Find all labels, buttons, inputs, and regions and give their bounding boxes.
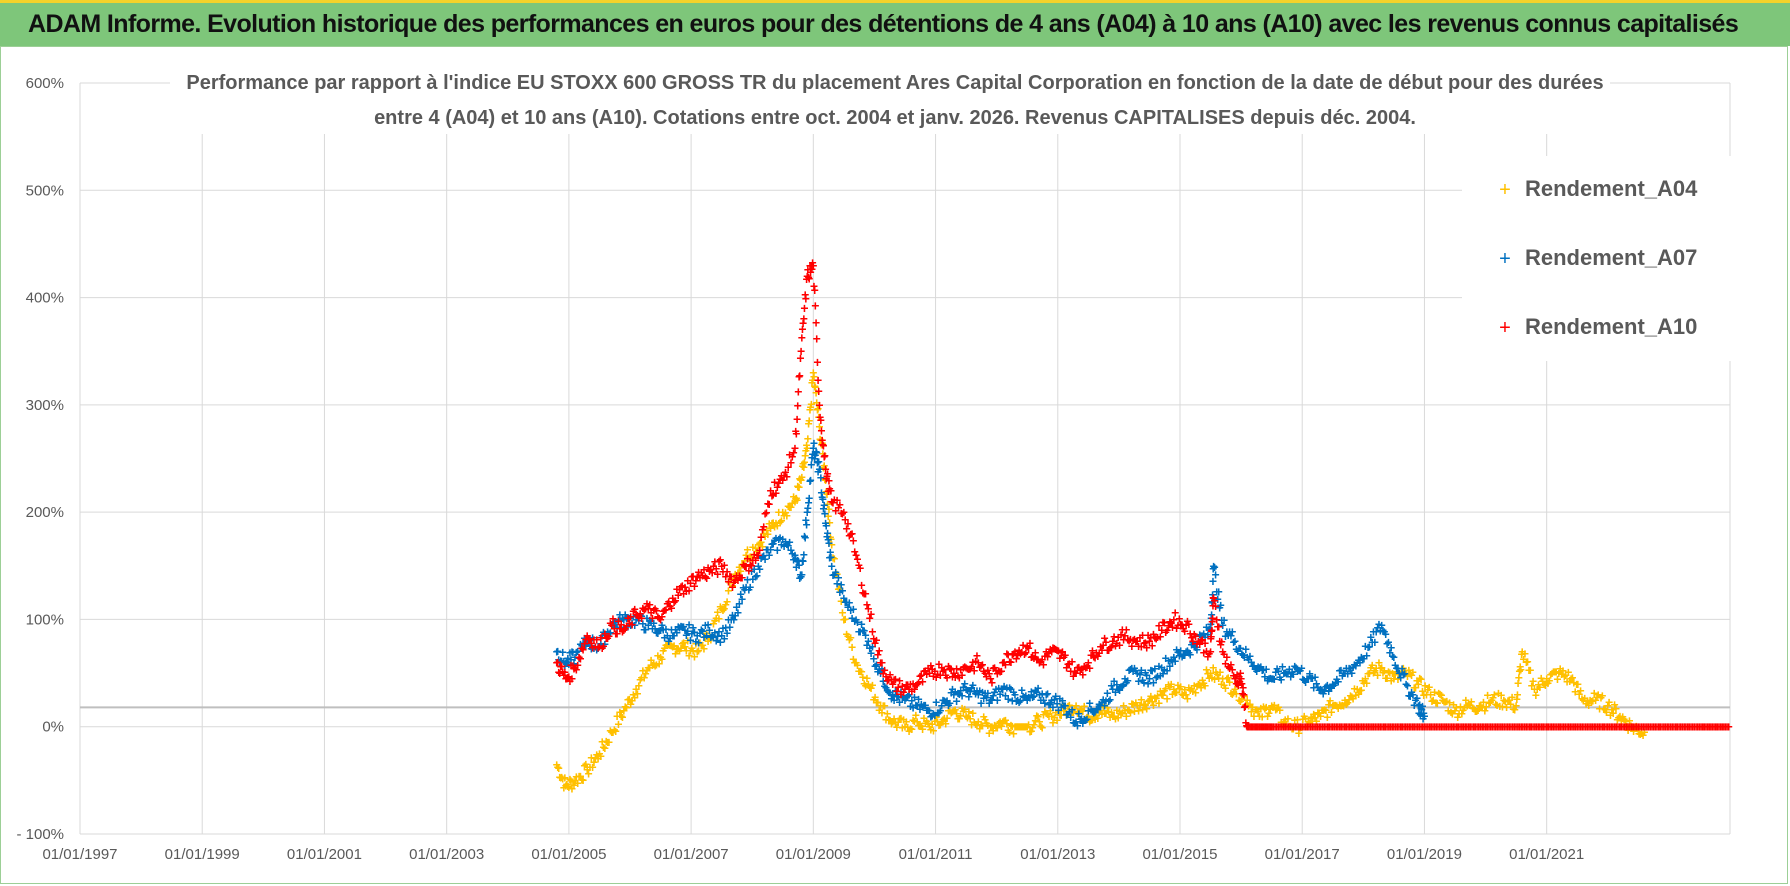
legend-marker-a10: + bbox=[1499, 317, 1511, 339]
y-tick-label: 500% bbox=[26, 182, 64, 199]
chart-title-line-1: Performance par rapport à l'indice EU ST… bbox=[186, 72, 1603, 94]
x-tick-label: 01/01/2011 bbox=[899, 846, 973, 863]
data-point: + bbox=[805, 490, 813, 506]
legend-label-a04: Rendement_A04 bbox=[1525, 176, 1698, 201]
y-tick-label: 100% bbox=[26, 611, 64, 628]
legend: + Rendement_A04 + Rendement_A07 + Rendem… bbox=[1462, 156, 1732, 361]
x-tick-label: 01/01/2013 bbox=[1020, 846, 1095, 863]
legend-marker-a04: + bbox=[1499, 179, 1511, 201]
data-point: + bbox=[794, 383, 802, 399]
y-tick-label: - 100% bbox=[16, 826, 64, 843]
y-tick-label: 200% bbox=[26, 504, 64, 521]
data-point: + bbox=[800, 546, 808, 562]
data-point: + bbox=[1241, 698, 1249, 714]
legend-label-a10: Rendement_A10 bbox=[1525, 314, 1697, 339]
x-tick-label: 01/01/2017 bbox=[1265, 846, 1340, 863]
legend-marker-a07: + bbox=[1499, 248, 1511, 270]
x-tick-label: 01/01/2001 bbox=[287, 846, 362, 863]
data-point: + bbox=[1212, 566, 1220, 582]
x-tick-label: 01/01/1997 bbox=[42, 846, 117, 863]
y-tick-label: 0% bbox=[42, 719, 64, 736]
y-tick-label: 300% bbox=[26, 397, 64, 414]
data-point: + bbox=[867, 606, 875, 622]
x-tick-label: 01/01/2015 bbox=[1142, 846, 1217, 863]
data-point: + bbox=[794, 398, 802, 414]
data-point: + bbox=[813, 354, 821, 370]
data-point: + bbox=[809, 257, 817, 273]
chart-title-line-2: entre 4 (A04) et 10 ans (A10). Cotations… bbox=[374, 107, 1416, 129]
data-point: + bbox=[813, 331, 821, 347]
data-point: + bbox=[797, 343, 805, 359]
data-point: + bbox=[811, 297, 819, 313]
x-tick-label: 01/01/2019 bbox=[1387, 846, 1462, 863]
y-tick-label: 600% bbox=[26, 75, 64, 92]
x-tick-label: 01/01/2007 bbox=[654, 846, 729, 863]
x-tick-label: 01/01/2003 bbox=[409, 846, 484, 863]
y-tick-label: 400% bbox=[26, 290, 64, 307]
data-point: + bbox=[1725, 719, 1733, 735]
data-point: + bbox=[812, 315, 820, 331]
x-tick-label: 01/01/2021 bbox=[1509, 846, 1584, 863]
x-tick-label: 01/01/2009 bbox=[776, 846, 851, 863]
data-point: + bbox=[802, 290, 810, 306]
chart-title: Performance par rapport à l'indice EU ST… bbox=[170, 64, 1610, 134]
data-point: + bbox=[856, 560, 864, 576]
x-tick-label: 01/01/2005 bbox=[531, 846, 606, 863]
data-point: + bbox=[811, 282, 819, 298]
performance-chart: - 100% 0% 100% 200% 300% 400% 500% 600% 01/01/19… bbox=[0, 0, 1790, 886]
data-point: + bbox=[796, 368, 804, 384]
data-point: + bbox=[792, 425, 800, 441]
data-point: + bbox=[1215, 618, 1223, 634]
legend-label-a07: Rendement_A07 bbox=[1525, 245, 1697, 270]
data-point: + bbox=[791, 440, 799, 456]
x-tick-label: 01/01/1999 bbox=[165, 846, 240, 863]
